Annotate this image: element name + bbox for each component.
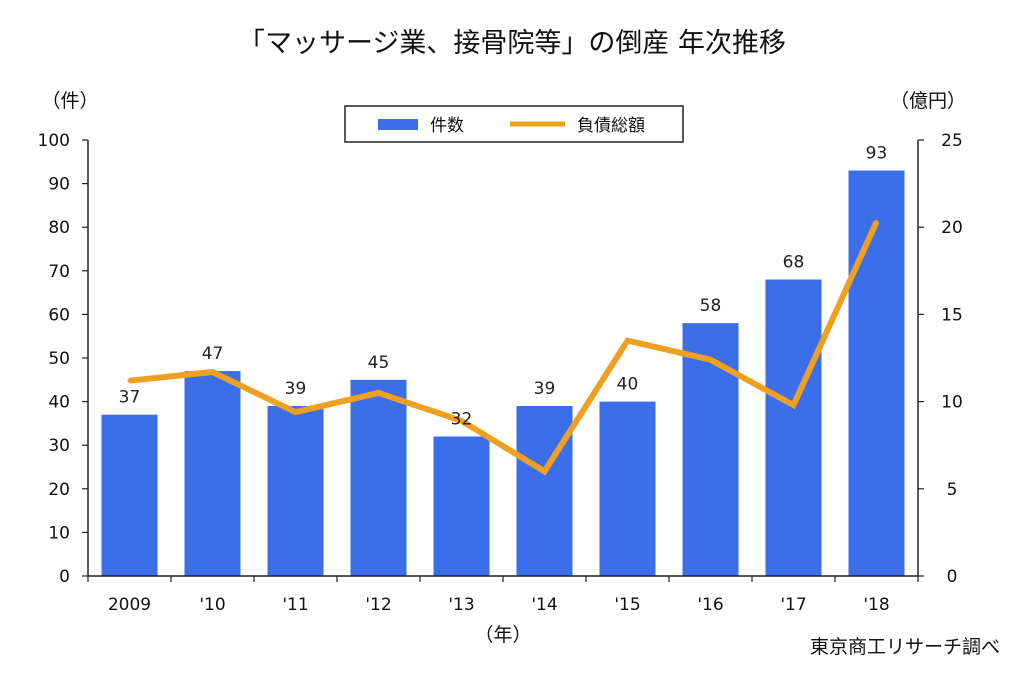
right-tick-label: 20 bbox=[941, 218, 963, 238]
right-tick-label: 5 bbox=[947, 480, 958, 500]
category-label: '10 bbox=[199, 595, 225, 615]
line-path bbox=[129, 220, 880, 476]
bar-value-label: 58 bbox=[700, 296, 722, 316]
right-tick-label: 0 bbox=[947, 567, 958, 587]
legend-bar-swatch bbox=[378, 119, 418, 130]
left-tick-label: 90 bbox=[48, 175, 70, 195]
bar-data-labels: 37 47 39 45 32 39 40 58 68 93 bbox=[119, 144, 888, 430]
bar bbox=[267, 405, 324, 576]
bar-value-label: 32 bbox=[451, 409, 473, 429]
line-point bbox=[459, 418, 464, 423]
bar bbox=[101, 414, 158, 576]
x-axis-title: （年） bbox=[474, 624, 531, 646]
legend: 件数 負債総額 bbox=[344, 105, 684, 143]
right-tick-label: 15 bbox=[941, 305, 963, 325]
left-axis-ticks: 0 10 20 30 40 50 60 70 80 90 100 bbox=[38, 131, 88, 587]
line-point bbox=[791, 403, 796, 408]
left-tick-label: 20 bbox=[48, 480, 70, 500]
bar-value-label: 39 bbox=[534, 379, 556, 399]
right-tick-label: 10 bbox=[941, 393, 963, 413]
left-tick-label: 30 bbox=[48, 436, 70, 456]
chart-title: 「マッサージ業、接骨院等」の倒産 年次推移 bbox=[238, 28, 786, 59]
category-label: '18 bbox=[863, 595, 889, 615]
left-tick-label: 80 bbox=[48, 218, 70, 238]
bar bbox=[350, 379, 407, 576]
left-tick-label: 60 bbox=[48, 305, 70, 325]
category-label: '16 bbox=[697, 595, 723, 615]
bar-value-label: 40 bbox=[617, 375, 639, 395]
legend-label-line: 負債総額 bbox=[577, 116, 645, 136]
category-label: '15 bbox=[614, 595, 640, 615]
legend-label-bars: 件数 bbox=[430, 116, 464, 136]
left-axis-title: （件） bbox=[41, 90, 98, 112]
right-axis-ticks: 0 5 10 15 20 25 bbox=[918, 131, 963, 587]
bar bbox=[682, 323, 739, 576]
left-tick-label: 10 bbox=[48, 523, 70, 543]
source-note: 東京商工リサーチ調べ bbox=[810, 636, 1000, 658]
bar bbox=[765, 279, 822, 576]
bar-value-label: 37 bbox=[119, 388, 141, 408]
category-labels: 2009 '10 '11 '12 '13 '14 '15 '16 '17 '18 bbox=[108, 595, 890, 615]
right-tick-label: 25 bbox=[941, 131, 963, 151]
bar-value-label: 68 bbox=[783, 253, 805, 273]
category-label: '12 bbox=[365, 595, 391, 615]
category-label: '11 bbox=[282, 595, 308, 615]
left-tick-label: 40 bbox=[48, 393, 70, 413]
left-tick-label: 0 bbox=[59, 567, 70, 587]
category-label: '13 bbox=[448, 595, 474, 615]
left-tick-label: 100 bbox=[38, 131, 70, 151]
axes bbox=[87, 140, 919, 582]
category-label: '17 bbox=[780, 595, 806, 615]
line-point bbox=[625, 338, 630, 343]
category-label: '14 bbox=[531, 595, 557, 615]
line-point bbox=[376, 390, 381, 395]
bar bbox=[848, 170, 905, 576]
left-tick-label: 50 bbox=[48, 349, 70, 369]
bar-series bbox=[101, 170, 905, 576]
left-tick-label: 70 bbox=[48, 262, 70, 282]
line-point bbox=[874, 219, 879, 224]
line-point bbox=[293, 410, 298, 415]
bar bbox=[184, 371, 241, 576]
line-series bbox=[127, 219, 880, 476]
bar bbox=[599, 401, 656, 576]
bar bbox=[516, 405, 573, 576]
bar bbox=[433, 436, 490, 576]
line-point bbox=[127, 378, 132, 383]
line-point bbox=[210, 369, 215, 374]
bar-value-label: 93 bbox=[866, 144, 888, 164]
bar-value-label: 45 bbox=[368, 353, 390, 373]
line-point bbox=[542, 469, 547, 474]
category-label: 2009 bbox=[108, 595, 151, 615]
bar-value-label: 39 bbox=[285, 379, 307, 399]
right-axis-title: （億円） bbox=[890, 90, 966, 112]
bar-value-label: 47 bbox=[202, 344, 224, 364]
line-point bbox=[708, 357, 713, 362]
